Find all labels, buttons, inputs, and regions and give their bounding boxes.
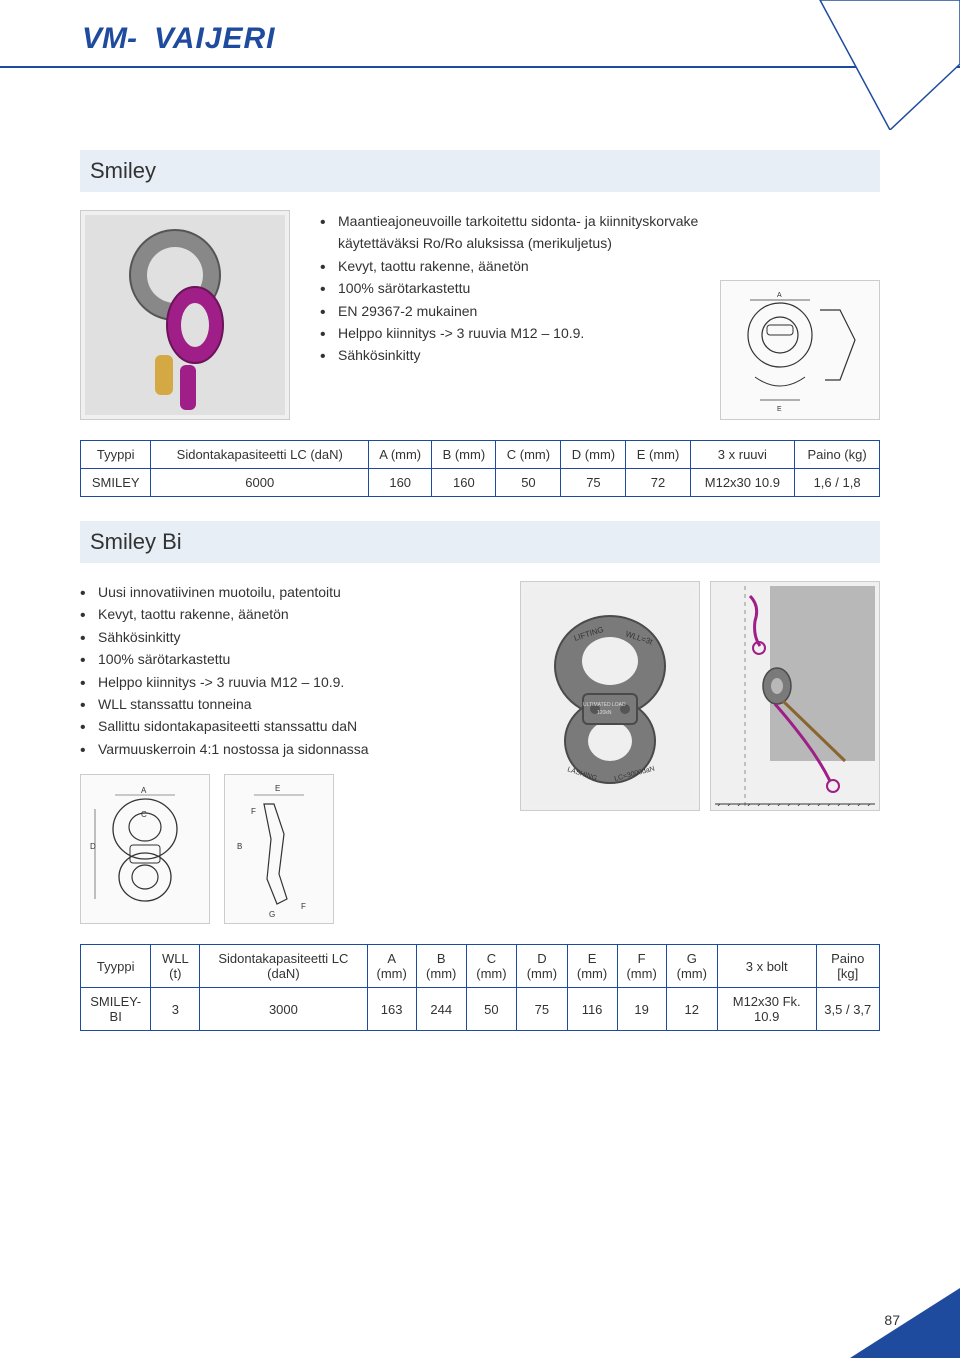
table-cell: 75: [561, 469, 626, 497]
corner-decoration: [760, 0, 960, 130]
table-cell: 3000: [200, 988, 367, 1031]
smiley-spec-table: Tyyppi Sidontakapasiteetti LC (daN) A (m…: [80, 440, 880, 497]
table-header: B (mm): [416, 945, 466, 988]
table-cell: 160: [369, 469, 432, 497]
svg-text:E: E: [275, 784, 280, 793]
table-cell: 50: [466, 988, 516, 1031]
table-row: SMILEY 6000 160 160 50 75 72 M12x30 10.9…: [81, 469, 880, 497]
table-header: A (mm): [367, 945, 416, 988]
table-cell: 50: [496, 469, 561, 497]
svg-text:F: F: [301, 902, 306, 911]
smiley-tech-drawing: A E: [720, 280, 880, 420]
table-cell: M12x30 Fk. 10.9: [717, 988, 816, 1031]
table-cell: 72: [626, 469, 690, 497]
table-header: C (mm): [466, 945, 516, 988]
section-title-smiley-bi: Smiley Bi: [80, 521, 880, 563]
bullet-item: 100% särötarkastettu: [320, 277, 700, 299]
table-header: Tyyppi: [81, 945, 151, 988]
bullet-item: 100% särötarkastettu: [80, 648, 500, 670]
svg-text:G: G: [269, 910, 275, 919]
bullet-item: Helppo kiinnitys -> 3 ruuvia M12 – 10.9.: [320, 322, 700, 344]
table-cell: SMILEY: [81, 469, 151, 497]
table-header: Paino (kg): [795, 441, 880, 469]
table-cell: 160: [432, 469, 496, 497]
bullet-item: Sähkösinkitty: [80, 626, 500, 648]
table-header: G (mm): [666, 945, 717, 988]
table-header: E (mm): [567, 945, 617, 988]
table-header: WLL (t): [151, 945, 200, 988]
bullet-item: Maantieajoneuvoille tarkoitettu sidonta-…: [320, 210, 700, 255]
table-cell: 163: [367, 988, 416, 1031]
svg-text:F: F: [251, 807, 256, 816]
table-header: F (mm): [617, 945, 666, 988]
smiley-bi-application-illustration: [710, 581, 880, 811]
bullet-item: EN 29367-2 mukainen: [320, 300, 700, 322]
smiley-bi-feature-list: Uusi innovatiivinen muotoilu, patentoitu…: [80, 581, 500, 760]
table-header: 3 x bolt: [717, 945, 816, 988]
svg-text:C: C: [141, 810, 147, 819]
table-cell: 116: [567, 988, 617, 1031]
table-cell: 12: [666, 988, 717, 1031]
table-header: A (mm): [369, 441, 432, 469]
table-header: Sidontakapasiteetti LC (daN): [200, 945, 367, 988]
table-cell: 6000: [151, 469, 369, 497]
smiley-bi-product-photo: LIFTING WLL=3t LASHING LC=3000daN ULTIMA…: [520, 581, 700, 811]
bullet-item: WLL stanssattu tonneina: [80, 693, 500, 715]
table-header: D (mm): [561, 441, 626, 469]
table-cell: 244: [416, 988, 466, 1031]
bullet-item: Kevyt, taottu rakenne, äänetön: [320, 255, 700, 277]
table-cell: SMILEY-BI: [81, 988, 151, 1031]
table-cell: 3,5 / 3,7: [816, 988, 879, 1031]
svg-text:A: A: [777, 292, 782, 299]
table-cell: 1,6 / 1,8: [795, 469, 880, 497]
table-row: SMILEY-BI 3 3000 163 244 50 75 116 19 12…: [81, 988, 880, 1031]
table-header: Paino [kg]: [816, 945, 879, 988]
table-cell: 3: [151, 988, 200, 1031]
brand-logo: VM- VAIJERI: [82, 18, 452, 58]
table-header: D (mm): [517, 945, 567, 988]
table-cell: M12x30 10.9: [690, 469, 795, 497]
table-header: E (mm): [626, 441, 690, 469]
table-header: Tyyppi: [81, 441, 151, 469]
footer-decoration: [850, 1288, 960, 1358]
table-header: 3 x ruuvi: [690, 441, 795, 469]
smiley-bi-spec-table: Tyyppi WLL (t) Sidontakapasiteetti LC (d…: [80, 944, 880, 1031]
smiley-bi-side-drawing: E B G F F: [224, 774, 334, 924]
table-header: C (mm): [496, 441, 561, 469]
smiley-product-photo: [80, 210, 290, 420]
svg-text:E: E: [777, 406, 782, 413]
svg-text:120kN: 120kN: [597, 710, 612, 716]
svg-text:A: A: [141, 786, 147, 795]
bullet-item: Helppo kiinnitys -> 3 ruuvia M12 – 10.9.: [80, 671, 500, 693]
bullet-item: Varmuuskerroin 4:1 nostossa ja sidonnass…: [80, 738, 500, 760]
svg-text:B: B: [237, 842, 242, 851]
bullet-item: Sallittu sidontakapasiteetti stanssattu …: [80, 715, 500, 737]
bullet-item: Uusi innovatiivinen muotoilu, patentoitu: [80, 581, 500, 603]
section-title-smiley: Smiley: [80, 150, 880, 192]
table-cell: 19: [617, 988, 666, 1031]
table-header: B (mm): [432, 441, 496, 469]
table-cell: 75: [517, 988, 567, 1031]
svg-text:ULTIMATED LOAD: ULTIMATED LOAD: [583, 702, 626, 708]
bullet-item: Sähkösinkitty: [320, 344, 700, 366]
svg-text:VM-: VM-: [82, 22, 137, 55]
smiley-feature-list: Maantieajoneuvoille tarkoitettu sidonta-…: [320, 210, 700, 420]
table-header: Sidontakapasiteetti LC (daN): [151, 441, 369, 469]
svg-text:VAIJERI: VAIJERI: [154, 22, 275, 55]
smiley-bi-front-drawing: D A C: [80, 774, 210, 924]
bullet-item: Kevyt, taottu rakenne, äänetön: [80, 603, 500, 625]
